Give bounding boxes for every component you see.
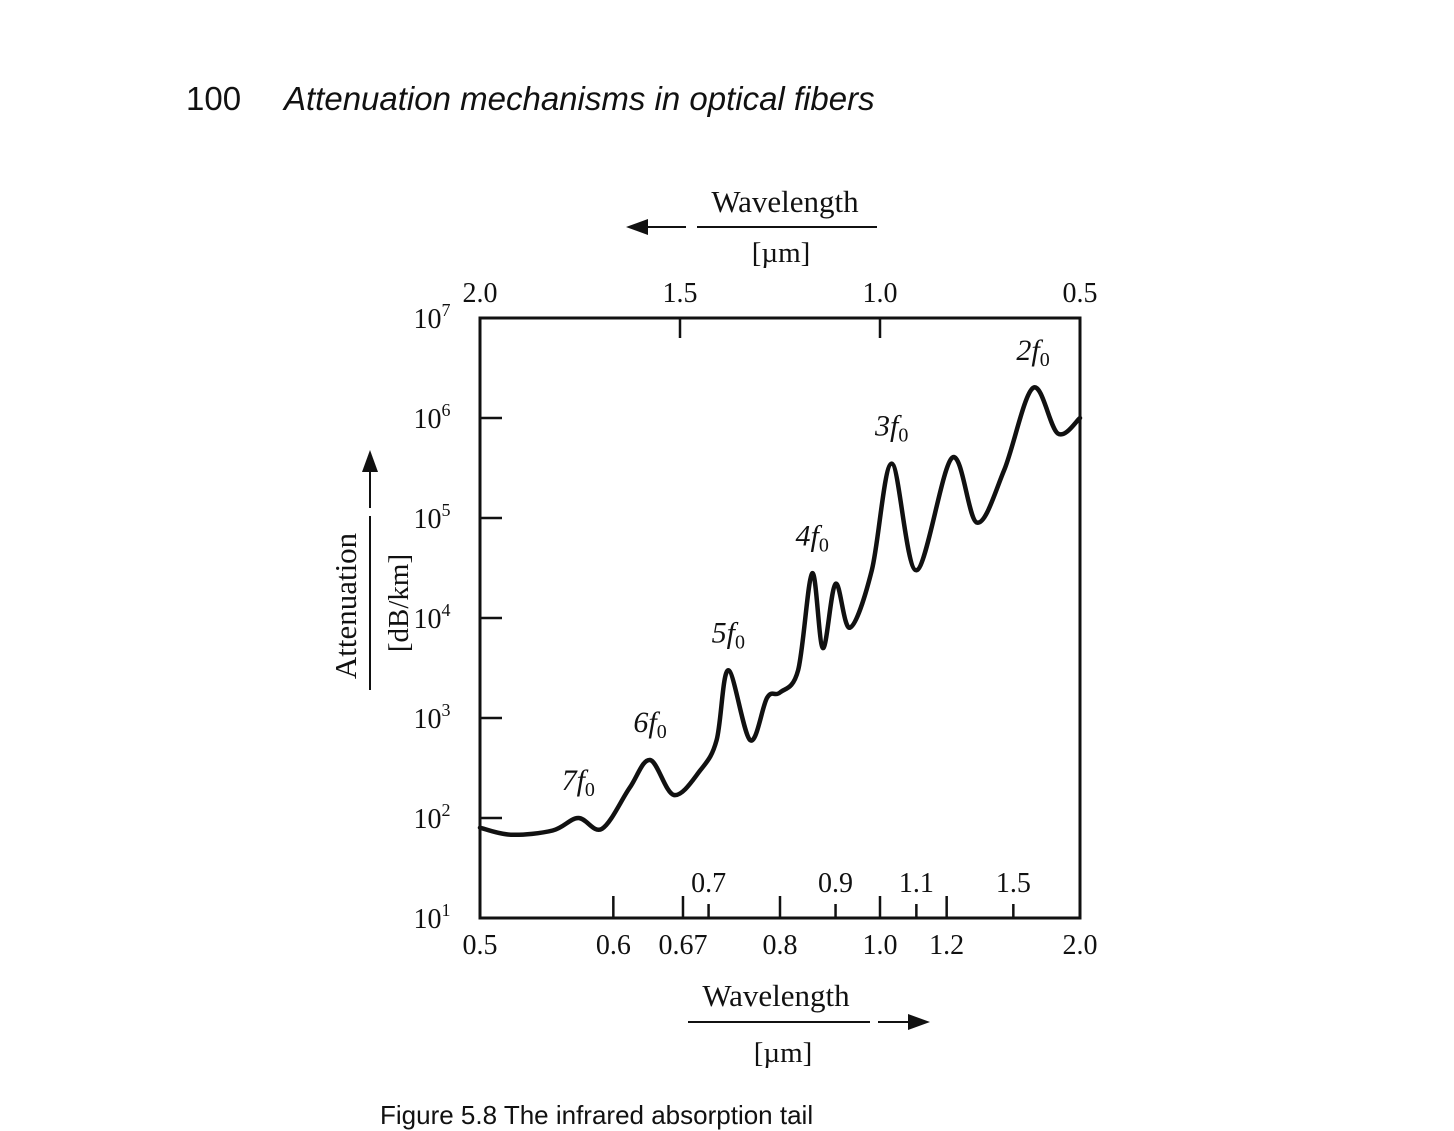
harmonic-subscript: 0 — [735, 631, 745, 653]
bottom-tick-label: 0.67 — [658, 930, 707, 961]
y-tick-exponent: 4 — [442, 600, 451, 620]
bottom-tick-label: 0.6 — [596, 930, 631, 961]
bottom-tick-label: 0.8 — [763, 930, 798, 961]
y-axis-title: Attenuation — [328, 532, 363, 679]
harmonic-subscript: 0 — [819, 534, 829, 556]
top-axis-arrow-head — [626, 219, 648, 235]
harmonic-subscript: 0 — [585, 779, 595, 801]
bottom-tick-label: 2.0 — [1063, 930, 1098, 961]
y-tick-label: 104 — [414, 600, 451, 635]
harmonic-subscript: 0 — [1040, 349, 1050, 371]
harmonic-label: 3f0 — [874, 410, 908, 447]
top-tick-label: 2.0 — [463, 278, 498, 309]
y-tick-label: 101 — [414, 900, 451, 935]
y-tick-exponent: 7 — [442, 300, 451, 320]
bottom-axis-arrow-head — [908, 1014, 930, 1030]
plot-frame — [478, 316, 1082, 920]
harmonic-subscript: 0 — [657, 721, 667, 743]
bottom-tick-label: 0.5 — [463, 930, 498, 961]
page-number: 100 — [186, 80, 242, 117]
y-axis-unit: [dB/km] — [383, 554, 415, 652]
y-tick-exponent: 5 — [442, 500, 451, 520]
harmonic-label: 2f0 — [1016, 334, 1049, 371]
y-tick-exponent: 1 — [442, 900, 451, 920]
y-axis-arrow-head — [362, 450, 378, 472]
running-title: Attenuation mechanisms in optical fibers — [284, 80, 875, 117]
bottom-tick-label: 1.0 — [863, 930, 898, 961]
y-tick-label: 107 — [414, 300, 451, 335]
bottom-axis-title: Wavelength — [702, 978, 850, 1013]
harmonic-label: 7f0 — [562, 764, 595, 801]
y-tick-label: 103 — [414, 700, 451, 735]
y-tick-label: 102 — [414, 800, 451, 835]
harmonic-subscript: 0 — [898, 425, 908, 447]
y-tick-exponent: 6 — [442, 400, 451, 420]
harmonic-label: 5f0 — [712, 616, 745, 653]
bottom-axis-unit: [µm] — [754, 1037, 813, 1069]
attenuation-curve — [477, 385, 1083, 838]
harmonic-label: 6f0 — [633, 706, 666, 743]
bottom-inner-tick-label: 1.1 — [899, 868, 934, 899]
bottom-tick-label: 1.2 — [929, 930, 964, 961]
top-tick-label: 0.5 — [1063, 278, 1098, 309]
top-axis-title: Wavelength — [711, 184, 859, 219]
figure-caption: Figure 5.8 The infrared absorption tail — [380, 1100, 814, 1130]
top-tick-label: 1.5 — [663, 278, 698, 309]
bottom-inner-tick-label: 0.7 — [691, 868, 726, 899]
y-tick-label: 105 — [414, 500, 451, 535]
y-tick-exponent: 3 — [442, 700, 451, 720]
top-axis-unit: [µm] — [752, 237, 811, 269]
y-tick-label: 106 — [414, 400, 451, 435]
top-tick-label: 1.0 — [863, 278, 898, 309]
bottom-inner-tick-label: 1.5 — [996, 868, 1031, 899]
harmonic-label: 4f0 — [795, 519, 828, 556]
bottom-inner-tick-label: 0.9 — [818, 868, 853, 899]
y-tick-exponent: 2 — [442, 800, 451, 820]
